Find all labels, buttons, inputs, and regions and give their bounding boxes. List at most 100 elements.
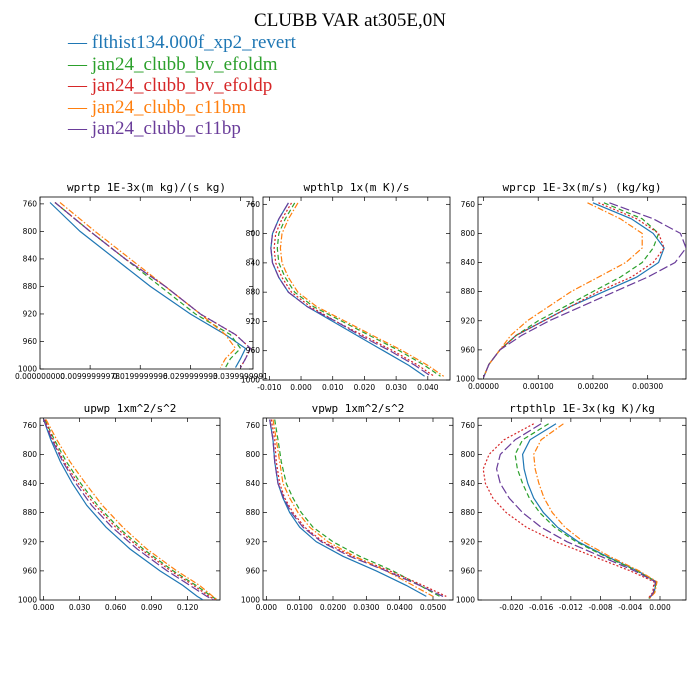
x-tick-label: 0.120	[177, 603, 199, 612]
x-tick-label: 0.060	[105, 603, 127, 612]
chart-panel: rtpthlp 1E-3x(kg K)/kg 760 800 840 880 920 960…	[456, 402, 687, 612]
y-tick-label: 760	[246, 421, 261, 430]
plot-frame	[262, 417, 454, 601]
series-line-1	[269, 419, 427, 597]
x-tick-label: -0.020	[499, 603, 523, 612]
y-tick-label: 1000	[18, 365, 37, 374]
y-tick-label: 800	[461, 229, 476, 238]
figure-title: CLUBB VAR at305E,0N	[254, 10, 446, 31]
legend-label: jan24_clubb_bv_efoldp	[91, 75, 273, 96]
x-tick-label: 0.010	[322, 383, 344, 392]
series-line-2	[44, 419, 218, 600]
y-tick-label: 920	[23, 309, 38, 318]
x-tick-label: 0.030	[385, 383, 407, 392]
legend-entry-2: — jan24_clubb_bv_efoldm	[68, 54, 296, 76]
series-line-4	[45, 419, 218, 600]
legend-label: flthist134.000f_xp2_revert	[91, 32, 296, 53]
y-tick-label: 800	[246, 229, 261, 238]
x-tick-label: 0.000	[290, 383, 312, 392]
series-line-2	[482, 202, 660, 378]
series-line-4	[533, 423, 658, 599]
legend-marker: —	[68, 32, 92, 53]
chart-title: wpthlp 1x(m K)/s	[304, 181, 410, 194]
y-tick-label: 800	[461, 450, 476, 459]
x-tick-label: 0.090	[141, 603, 163, 612]
x-tick-label: -0.016	[529, 603, 553, 612]
legend-marker: —	[68, 96, 92, 118]
series-line-4	[59, 202, 237, 368]
x-tick-label: 0.000	[33, 603, 55, 612]
plot-frame	[477, 196, 687, 380]
y-tick-label: 1000	[18, 596, 37, 605]
x-tick-label: 0.00999999978	[60, 372, 120, 381]
y-tick-label: 840	[461, 479, 476, 488]
y-tick-label: 840	[246, 479, 261, 488]
x-tick-label: 0.0299999993	[163, 372, 218, 381]
legend-marker: —	[68, 118, 92, 139]
y-tick-label: 840	[23, 479, 38, 488]
series-line-2	[274, 419, 440, 597]
plot-frame	[39, 417, 221, 601]
legend-label: jan24_clubb_c11bp	[91, 118, 241, 139]
y-tick-label: 960	[246, 566, 261, 575]
y-tick-label: 920	[461, 537, 476, 546]
series-line-5	[43, 419, 215, 600]
series-line-3	[44, 419, 216, 600]
x-tick-label: 0.00000	[468, 382, 499, 391]
y-tick-label: 920	[246, 317, 261, 326]
x-tick-label: 0.0300	[353, 603, 379, 612]
legend-label: jan24_clubb_bv_efoldm	[91, 53, 278, 75]
series-line-4	[272, 419, 434, 597]
chart-title: upwp 1xm^2/s^2	[84, 402, 177, 415]
y-tick-label: 1000	[456, 596, 475, 605]
plot-frame	[39, 196, 254, 370]
y-tick-label: 960	[246, 346, 261, 355]
legend: — flthist134.000f_xp2_revert — jan24_clu…	[68, 32, 296, 140]
chart-panel: vpwp 1xm^2/s^2 760 800 840 880 920 960 10000.00…	[241, 402, 454, 612]
x-tick-label: 0.00100	[523, 382, 554, 391]
y-tick-label: 880	[461, 508, 476, 517]
x-tick-label: 0.040	[417, 383, 439, 392]
x-tick-label: 0.0400	[387, 603, 413, 612]
x-tick-label: 0.000	[649, 603, 671, 612]
plot-frame	[262, 196, 451, 381]
x-tick-label: -0.004	[618, 603, 642, 612]
series-line-3	[270, 419, 447, 597]
series-line-1	[49, 202, 247, 368]
legend-entry-5: — jan24_clubb_c11bp	[68, 118, 296, 140]
y-tick-label: 880	[461, 287, 476, 296]
x-tick-label: -0.012	[559, 603, 583, 612]
legend-marker: —	[68, 75, 92, 96]
y-tick-label: 760	[461, 421, 476, 430]
y-tick-label: 760	[461, 200, 476, 209]
chart-title: rtpthlp 1E-3x(kg K)/kg	[509, 402, 655, 415]
y-tick-label: 960	[23, 337, 38, 346]
y-tick-label: 840	[246, 258, 261, 267]
x-tick-label: 0.030	[69, 603, 91, 612]
x-tick-label: 0.0100	[287, 603, 313, 612]
y-tick-label: 880	[23, 508, 38, 517]
chart-panel: upwp 1xm^2/s^2 760 800 840 880 920 960 10000.00…	[18, 402, 221, 612]
y-tick-label: 920	[23, 537, 38, 546]
x-tick-label: -0.010	[257, 383, 281, 392]
y-tick-label: 880	[246, 508, 261, 517]
chart-title: wprtp 1E-3x(m kg)/(s kg)	[67, 181, 226, 194]
chart-panel: wpthlp 1x(m K)/s 760 800 840 880 920 960 1000-0…	[241, 181, 451, 392]
y-tick-label: 800	[246, 450, 261, 459]
y-tick-label: 800	[23, 450, 38, 459]
y-tick-label: 960	[461, 345, 476, 354]
series-line-5	[495, 423, 657, 599]
x-tick-label: 0.00200	[577, 382, 608, 391]
series-line-3	[482, 423, 655, 599]
series-line-5	[482, 202, 686, 378]
series-line-1	[43, 419, 204, 600]
x-tick-label: 0.000	[256, 603, 278, 612]
y-tick-label: 880	[246, 288, 261, 297]
legend-label: jan24_clubb_c11bm	[91, 96, 247, 118]
series-line-5	[269, 419, 444, 597]
y-tick-label: 760	[246, 200, 261, 209]
y-tick-label: 760	[23, 199, 38, 208]
y-tick-label: 1000	[241, 376, 260, 385]
